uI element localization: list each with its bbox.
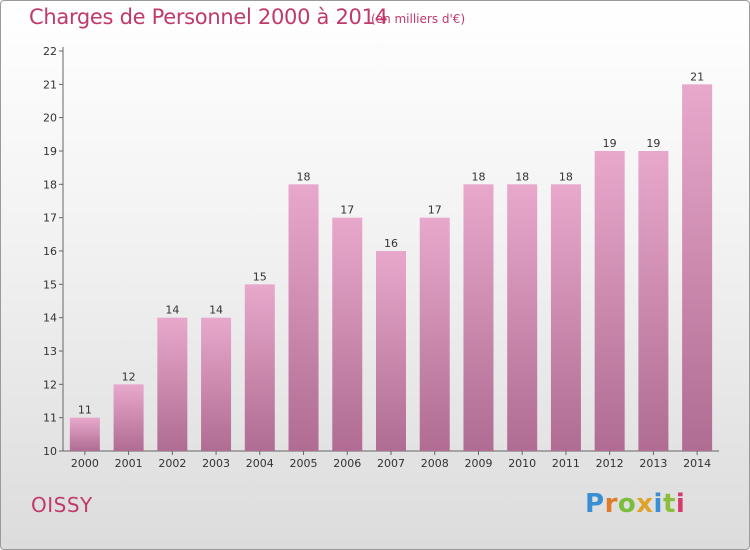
logo-letter: P <box>585 489 605 519</box>
logo-letter: x <box>636 489 654 519</box>
y-tick-label: 19 <box>43 145 57 158</box>
data-label: 21 <box>690 70 704 83</box>
y-tick-label: 11 <box>43 412 57 425</box>
x-tick-label: 2003 <box>202 457 230 470</box>
y-tick-label: 13 <box>43 345 57 358</box>
y-tick-label: 12 <box>43 378 57 391</box>
x-tick-label: 2004 <box>246 457 274 470</box>
bar <box>638 151 669 451</box>
bar <box>682 84 713 451</box>
x-tick-label: 2009 <box>464 457 492 470</box>
bar <box>157 317 188 451</box>
chart-title: Charges de Personnel 2000 à 2014 <box>29 5 388 29</box>
logo-letter: i <box>653 489 663 519</box>
bars: 11 12 14 14 15 18 17 16 17 18 18 18 19 19 21 <box>69 70 713 452</box>
x-tick-label: 2014 <box>683 457 711 470</box>
logo-letter: i <box>675 489 686 519</box>
data-label: 18 <box>471 170 485 183</box>
bar <box>463 184 494 452</box>
data-label: 14 <box>165 304 179 317</box>
proxiti-logo: Proxiti <box>585 489 685 519</box>
data-label: 18 <box>515 170 529 183</box>
axes: 10 11 12 13 14 15 16 17 18 19 20 21 22 2000 2001 2002 20… <box>43 45 719 470</box>
bar <box>69 417 100 451</box>
logo-letter: t <box>662 489 676 519</box>
bar <box>113 384 144 451</box>
bar <box>244 284 275 451</box>
bar <box>201 317 232 451</box>
bar <box>507 184 538 452</box>
data-label: 11 <box>78 404 92 417</box>
data-label: 12 <box>122 370 136 383</box>
x-tick-label: 2001 <box>115 457 143 470</box>
y-tick-label: 14 <box>43 312 57 325</box>
chart-subtitle: (en milliers d'€) <box>371 12 466 26</box>
data-label: 16 <box>384 237 398 250</box>
bar <box>594 151 625 451</box>
data-label: 14 <box>209 304 223 317</box>
data-label: 18 <box>297 170 311 183</box>
y-tick-label: 17 <box>43 212 57 225</box>
x-tick-label: 2000 <box>71 457 99 470</box>
y-tick-label: 10 <box>43 445 57 458</box>
logo-letter: o <box>617 489 637 519</box>
bar <box>332 217 363 451</box>
bar <box>550 184 581 452</box>
logo-letter: r <box>604 489 618 519</box>
y-tick-label: 22 <box>43 45 57 58</box>
x-tick-label: 2005 <box>290 457 318 470</box>
x-tick-label: 2007 <box>377 457 405 470</box>
data-label: 15 <box>253 270 267 283</box>
x-tick-label: 2008 <box>421 457 449 470</box>
y-tick-label: 15 <box>43 278 57 291</box>
x-tick-label: 2006 <box>333 457 361 470</box>
data-label: 17 <box>428 204 442 217</box>
y-tick-label: 21 <box>43 78 57 91</box>
x-tick-label: 2011 <box>552 457 580 470</box>
city-name: OISSY <box>31 493 93 517</box>
data-label: 19 <box>603 137 617 150</box>
x-tick-label: 2002 <box>158 457 186 470</box>
bar <box>376 251 406 451</box>
x-tick-label: 2010 <box>508 457 536 470</box>
data-label: 19 <box>646 137 660 150</box>
data-label: 18 <box>559 170 573 183</box>
bar <box>419 217 450 451</box>
data-label: 17 <box>340 204 354 217</box>
y-tick-label: 20 <box>43 112 57 125</box>
x-tick-label: 2012 <box>596 457 624 470</box>
y-tick-label: 18 <box>43 178 57 191</box>
y-tick-label: 16 <box>43 245 57 258</box>
x-tick-label: 2013 <box>639 457 667 470</box>
bar <box>288 184 319 452</box>
